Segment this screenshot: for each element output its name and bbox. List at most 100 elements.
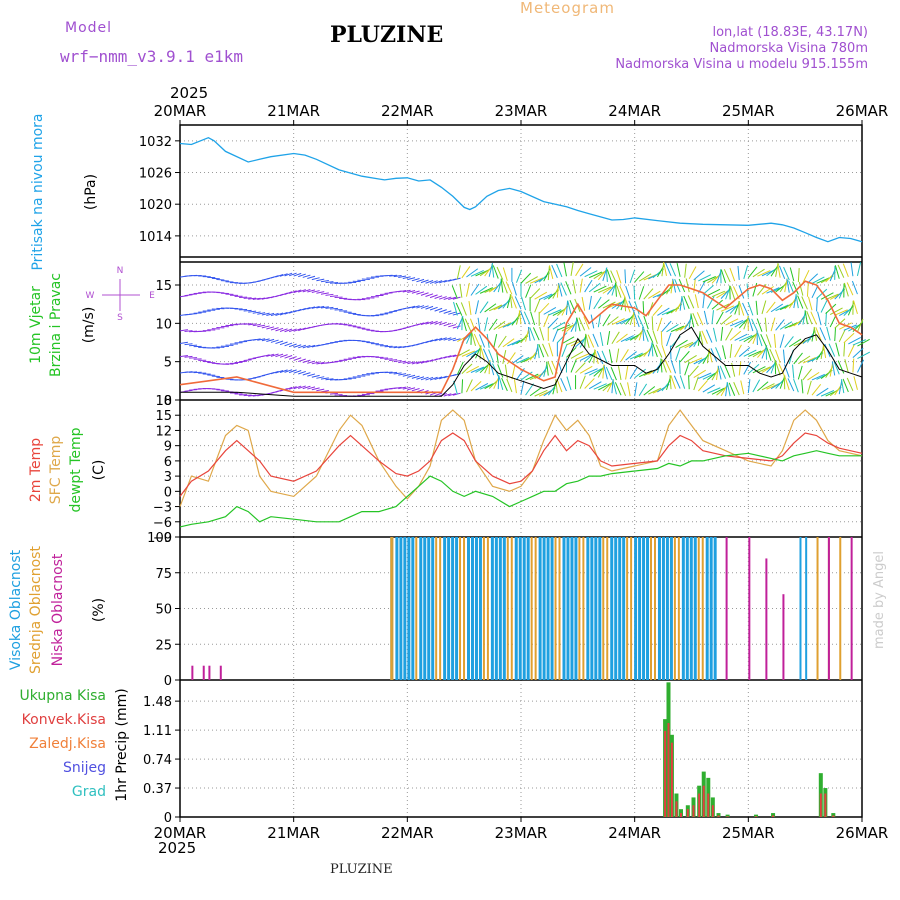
cloud-bar (546, 537, 550, 680)
wind-arrow (497, 335, 507, 348)
wind-arrow (643, 315, 649, 330)
wind-arrow (769, 348, 777, 363)
wind-arrow (688, 266, 697, 279)
wind-arrow (420, 305, 429, 309)
wind-arrow (627, 382, 631, 397)
y-tick-label: 6 (164, 455, 172, 470)
wind-arrow (679, 296, 683, 311)
wind-arrow (811, 352, 824, 362)
cloud-bar (677, 537, 680, 680)
wind-arrow (307, 289, 316, 293)
wind-arrow (311, 374, 320, 378)
wind-arrow (788, 338, 802, 348)
wind-arrow (402, 289, 411, 293)
wind-arrow (438, 356, 447, 360)
y-tick-label: 0 (164, 394, 172, 409)
wind-arrow (729, 343, 733, 359)
wind-arrow (461, 379, 464, 394)
wind-arrow (565, 281, 572, 295)
wind-arrow (451, 285, 458, 299)
wind-arrow (792, 281, 799, 295)
wind-arrow (402, 386, 411, 390)
cloud-bar (191, 665, 194, 680)
wind-arrow (462, 317, 467, 332)
wind-arrow (619, 382, 627, 396)
wind-arrow (416, 360, 425, 365)
wind-arrow (179, 341, 188, 344)
wind-arrow (717, 365, 722, 380)
wind-arrow (293, 328, 302, 332)
wind-arrow (575, 263, 584, 277)
wind-arrow (733, 382, 740, 396)
wind-arrow (416, 291, 425, 295)
pressure-title: Pritisak na nivou mora (30, 113, 46, 270)
wind-arrow (470, 269, 484, 277)
y-tick-label: 50 (155, 603, 172, 618)
wind-arrow (298, 370, 306, 375)
precip-conv-bar (755, 816, 758, 817)
wind-arrow (739, 334, 753, 342)
wind-arrow (275, 274, 284, 278)
precip-legend-item: Konvek.Kisa (22, 712, 106, 728)
wind-arrow (746, 283, 749, 298)
wind-arrow (506, 378, 513, 393)
wind-arrow (307, 360, 316, 364)
precip-conv-bar (664, 730, 667, 817)
wind-arrow (637, 315, 645, 329)
cloud-bar (562, 537, 566, 680)
wind-arrow (398, 373, 407, 376)
wind-arrow (850, 262, 854, 277)
cloud-bar (610, 537, 614, 680)
y-tick-label: 1.48 (143, 695, 172, 710)
wind-arrow (434, 280, 443, 284)
wind-arrow (724, 364, 731, 378)
precip-conv-bar (686, 809, 689, 817)
wind-arrow (557, 324, 571, 331)
wind-arrow (598, 286, 612, 294)
wind-arrow (806, 310, 813, 325)
wind-arrow (311, 290, 320, 293)
wind-arrow (537, 344, 540, 359)
wind-arrow (479, 287, 494, 294)
wind-arrow (257, 312, 266, 315)
wind-arrow (583, 316, 590, 330)
wind-arrow (189, 313, 198, 315)
cloud-bar (570, 537, 574, 680)
precip-conv-bar (707, 793, 710, 817)
wind-arrow (838, 328, 846, 343)
wind-arrow (773, 333, 777, 348)
wind-arrow (434, 376, 443, 381)
wind-arrow (705, 329, 713, 343)
wind-arrow (538, 293, 553, 300)
wind-arrow (482, 348, 490, 362)
cloud-bar (482, 537, 485, 680)
pressure-unit: (hPa) (83, 174, 99, 210)
wind-arrow (801, 379, 804, 394)
wind-arrow (793, 339, 807, 347)
wind-arrow (298, 273, 306, 278)
wind-arrow (556, 283, 559, 298)
wind-arrow (488, 304, 503, 312)
wind-arrow (634, 300, 640, 315)
wind-arrow (547, 317, 559, 329)
wind-arrow (670, 325, 685, 333)
wind-arrow (316, 361, 325, 365)
wind-arrow (542, 343, 549, 357)
temp-title-sfc: SFC Temp (48, 436, 64, 505)
wind-arrow (511, 281, 517, 296)
wind-unit: (m/s) (81, 307, 97, 344)
wind-arrow (634, 382, 638, 397)
wind-arrow (248, 323, 257, 326)
cloud-bar (518, 537, 522, 680)
wind-arrow (638, 273, 652, 282)
x-tick-label-top: 26MAR (836, 102, 889, 120)
wind-arrow (688, 314, 692, 329)
wind-arrow (425, 321, 434, 325)
cloud-bar (494, 537, 498, 680)
wind-arrow (243, 323, 252, 325)
wind-arrow (288, 386, 297, 390)
cloud-bar (693, 537, 697, 680)
wind-arrow (575, 317, 578, 332)
x-tick-label-bottom: 20MAR (154, 824, 207, 842)
wind-arrow (806, 282, 809, 297)
